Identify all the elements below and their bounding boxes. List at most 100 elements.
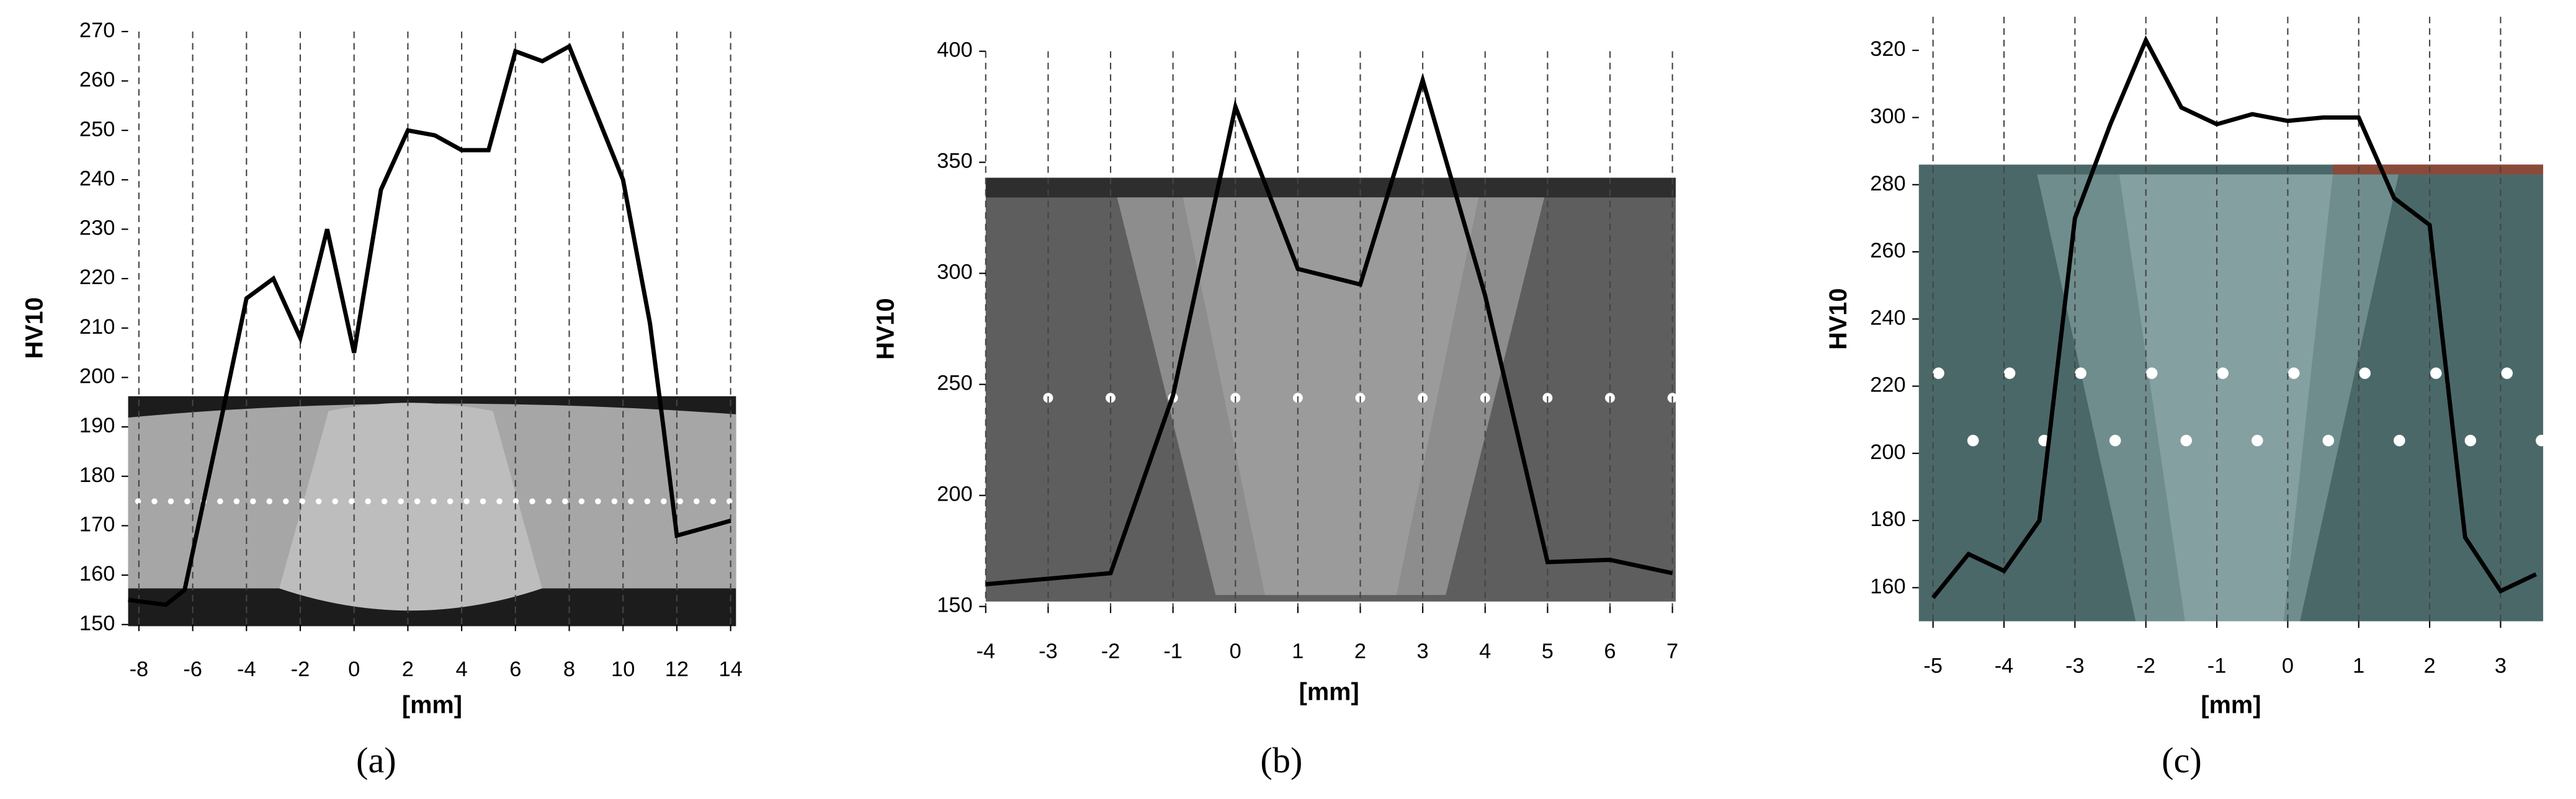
x-tick-label: -1 [1163,640,1183,663]
x-tick-label: 0 [348,658,360,681]
x-tick-label: 4 [1479,640,1491,663]
caption: (c) [2162,740,2202,780]
indent [398,498,404,504]
y-tick-label: 250 [79,117,115,141]
x-tick-label: 8 [563,658,575,681]
indent [2464,434,2477,447]
x-tick-label: 4 [456,658,468,681]
y-axis-label: HV10 [21,297,48,359]
data-line [128,43,731,607]
y-tick-label: 280 [1870,172,1905,195]
y-tick-label: 200 [1870,440,1905,464]
y-tick-label: 220 [1870,373,1905,397]
indent [431,498,437,504]
y-tick-label: 190 [79,414,115,437]
x-axis-label: [mm] [2201,692,2261,719]
indent [414,498,421,504]
x-tick-label: 3 [1417,640,1429,663]
y-tick-label: 270 [79,19,115,42]
indent [250,498,256,504]
indent [463,498,470,504]
indent [2430,367,2442,379]
indent [661,498,667,504]
indent [2109,434,2121,447]
y-tick-label: 200 [79,365,115,388]
y-axis-label: HV10 [1825,288,1852,350]
x-tick-label: 2 [2424,654,2436,678]
indent [726,498,733,504]
indent [545,498,552,504]
indent [299,498,305,504]
y-tick-label: 400 [937,38,972,62]
macro-fusion [2119,174,2333,622]
y-tick-label: 230 [79,216,115,240]
indent [480,498,486,504]
indent [2501,367,2513,379]
indent [135,498,141,504]
indent [644,498,651,504]
indent [184,498,190,504]
x-tick-label: -4 [976,640,995,663]
y-tick-label: 150 [79,612,115,635]
x-axis-label: [mm] [1299,678,1359,705]
macro-weld [279,403,542,611]
y-tick-label: 170 [79,513,115,537]
indent [496,498,503,504]
x-tick-label: 1 [2353,654,2364,678]
indent [447,498,454,504]
indent [595,498,601,504]
x-tick-label: 12 [665,658,689,681]
data-line [1931,35,2538,599]
y-tick-label: 180 [79,463,115,487]
x-tick-label: -4 [1995,654,2014,678]
indent [282,498,289,504]
indent [1933,367,1944,379]
x-tick-label: 6 [1604,640,1616,663]
indent [217,498,223,504]
indent [2145,367,2158,379]
indent [233,498,240,504]
macro-top [985,177,1676,198]
indent [2322,434,2335,447]
macro-top [2333,164,2544,175]
indent [1967,434,1979,447]
y-tick-label: 180 [1870,507,1905,531]
indent [381,498,388,504]
x-tick-label: 0 [1230,640,1241,663]
y-tick-label: 160 [1870,574,1905,598]
y-tick-label: 220 [79,266,115,289]
indent [332,498,338,504]
y-tick-label: 160 [79,562,115,586]
indent [710,498,716,504]
indent [693,498,700,504]
x-tick-label: 3 [2495,654,2507,678]
x-tick-label: -1 [2207,654,2227,678]
indent [2075,367,2086,379]
x-tick-label: 14 [718,658,742,681]
y-tick-label: 300 [1870,105,1905,128]
y-tick-label: 200 [937,483,972,506]
indent [2394,434,2405,447]
y-tick-label: 240 [1870,306,1905,329]
indent [315,498,322,504]
y-tick-label: 260 [1870,239,1905,262]
indent [348,498,355,504]
x-tick-label: 1 [1292,640,1304,663]
y-tick-label: 150 [937,594,972,617]
indent [168,498,174,504]
indent [2003,367,2016,379]
x-tick-label: -2 [2136,654,2155,678]
indent [512,498,519,504]
x-tick-label: -5 [1923,654,1943,678]
indent [2288,367,2300,379]
indent [2252,434,2263,447]
indent [677,498,684,504]
x-tick-label: 2 [402,658,414,681]
x-tick-label: -4 [237,658,256,681]
indent [2536,434,2547,447]
x-tick-label: 10 [611,658,635,681]
indent [529,498,535,504]
macro-fusion [1183,197,1479,596]
